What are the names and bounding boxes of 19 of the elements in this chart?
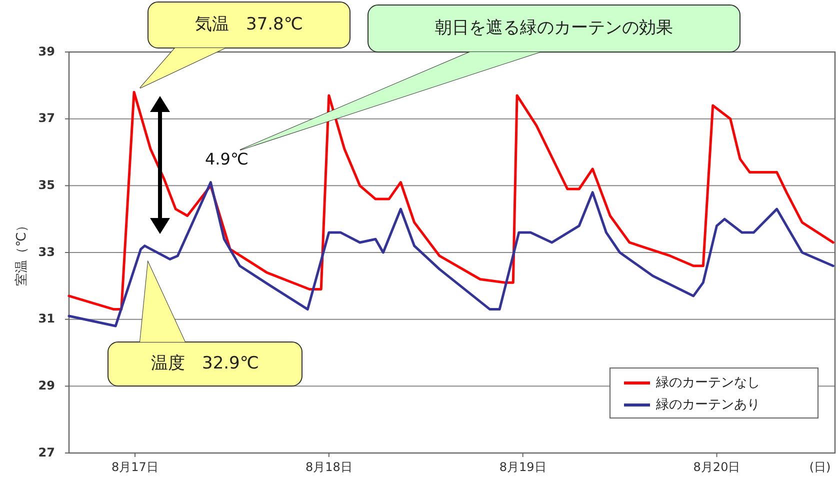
x-tick-label: 8月19日	[499, 460, 546, 474]
x-tick-label: 8月17日	[112, 460, 158, 474]
y-tick-label: 27	[38, 445, 55, 460]
x-tick-label: 8月18日	[305, 460, 352, 474]
y-tick-label: 33	[38, 244, 55, 259]
y-tick-label: 29	[38, 378, 55, 392]
text: 気温 37.8℃	[195, 14, 303, 35]
x-tick-label: 8月20日	[693, 460, 740, 474]
legend-label: 緑のカーテンなし	[655, 376, 760, 391]
annotation: 温度 32.9℃	[151, 354, 259, 374]
y-axis-title: 室温（℃）	[14, 219, 30, 286]
legend-label: 緑のカーテンあり	[655, 398, 760, 413]
x-axis-title: (日)	[809, 460, 831, 474]
y-tick-label: 37	[38, 111, 55, 126]
y-tick-label: 39	[38, 44, 55, 58]
y-tick-label: 31	[38, 312, 55, 326]
y-tick-label: 35	[38, 178, 55, 192]
text: 朝日を遮る緑のカーテンの効果	[435, 18, 673, 38]
annotation: 4.9℃	[205, 149, 248, 168]
